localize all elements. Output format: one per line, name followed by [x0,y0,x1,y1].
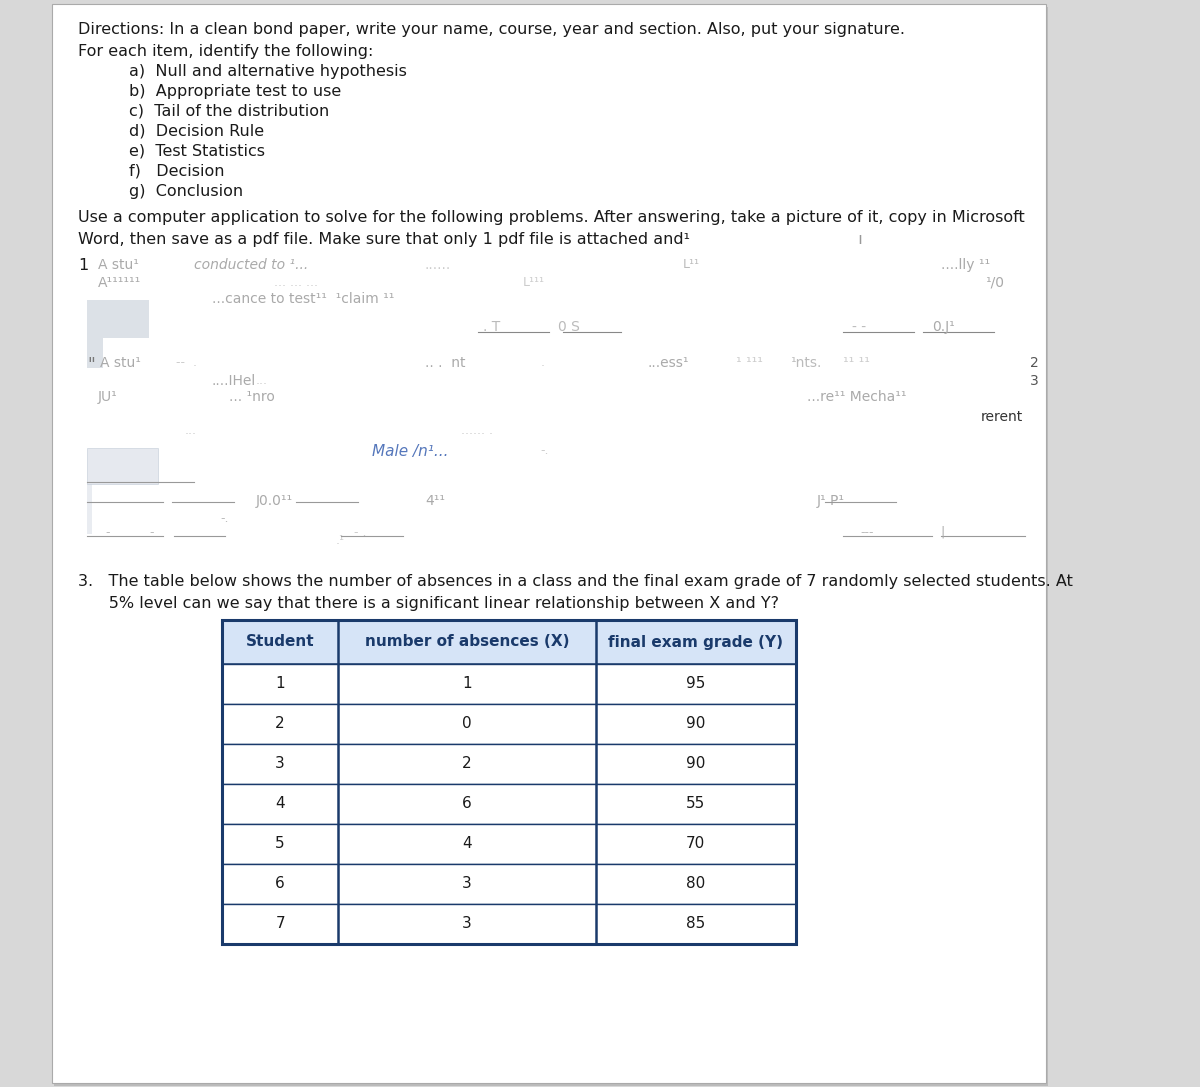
Text: J¹ P¹: J¹ P¹ [816,493,844,508]
Text: conducted to ¹...: conducted to ¹... [194,258,308,272]
Text: ....IHel: ....IHel [211,374,256,388]
Text: 3: 3 [462,876,472,891]
Text: ¹nts.: ¹nts. [790,357,821,370]
Text: 3: 3 [462,916,472,932]
Text: ... ... ...: ... ... ... [274,276,318,289]
Text: 85: 85 [686,916,706,932]
Text: .: . [540,357,545,368]
Bar [222,664,796,704]
Text: b)  Appropriate test to use: b) Appropriate test to use [128,84,341,99]
Text: 80: 80 [686,876,706,891]
Text: 6: 6 [275,876,284,891]
Text: .¹: .¹ [336,534,346,547]
Text: 0.J¹: 0.J¹ [931,320,954,334]
Text: c)  Tail of the distribution: c) Tail of the distribution [128,104,329,118]
Text: 1: 1 [275,676,284,691]
Bar [88,484,92,534]
Text: JU¹: JU¹ [98,390,118,404]
Text: -.: -. [540,443,550,457]
Bar [222,904,796,944]
Text: f)   Decision: f) Decision [128,164,224,179]
Text: A stu¹: A stu¹ [98,258,139,272]
Bar [222,784,796,824]
Text: g)  Conclusion: g) Conclusion [128,184,244,199]
Text: ...: ... [256,374,268,387]
Bar [222,744,796,784]
Text: - -: - - [852,320,866,334]
Text: 6: 6 [462,797,472,812]
Text: ¹ ¹¹¹: ¹ ¹¹¹ [736,357,763,370]
Bar [88,300,149,338]
Text: 4: 4 [275,797,284,812]
Text: ı: ı [808,232,863,247]
Bar [222,620,796,944]
Text: d)  Decision Rule: d) Decision Rule [128,124,264,139]
Text: 0: 0 [462,716,472,732]
Text: ...ess¹: ...ess¹ [647,357,689,370]
Text: 4: 4 [462,837,472,851]
Text: 1: 1 [78,258,89,273]
Text: a)  Null and alternative hypothesis: a) Null and alternative hypothesis [128,64,407,79]
Text: ... ¹nro: ... ¹nro [229,390,275,404]
Text: ": " [88,357,95,374]
Text: 3.   The table below shows the number of absences in a class and the final exam : 3. The table below shows the number of a… [78,574,1073,589]
Text: 55: 55 [686,797,706,812]
Text: Use a computer application to solve for the following problems. After answering,: Use a computer application to solve for … [78,210,1025,225]
Text: . T: . T [482,320,500,334]
Text: ......: ...... [425,258,451,272]
Text: 90: 90 [686,757,706,772]
Text: rerent: rerent [980,410,1022,424]
Text: ...: ... [185,424,197,437]
Text: 5% level can we say that there is a significant linear relationship between X an: 5% level can we say that there is a sign… [78,596,779,611]
Text: L¹¹: L¹¹ [683,258,700,271]
Text: final exam grade (Y): final exam grade (Y) [608,635,784,650]
Text: ....lly ¹¹: ....lly ¹¹ [941,258,990,272]
Text: Directions: In a clean bond paper, write your name, course, year and section. Al: Directions: In a clean bond paper, write… [78,22,905,37]
Text: ...... .: ...... . [461,424,492,437]
Text: 4¹¹: 4¹¹ [425,493,445,508]
Bar [88,338,103,368]
Text: e)  Test Statistics: e) Test Statistics [128,143,265,159]
Text: 7: 7 [275,916,284,932]
Text: 0 S: 0 S [558,320,581,334]
Text: -.: -. [221,512,229,525]
Text: ¹¹ ¹¹: ¹¹ ¹¹ [842,357,870,370]
Bar [88,448,158,484]
Text: A stu¹: A stu¹ [101,357,142,370]
Text: A¹¹¹¹¹¹: A¹¹¹¹¹¹ [98,276,142,290]
Text: 70: 70 [686,837,706,851]
Text: For each item, identify the following:: For each item, identify the following: [78,43,373,59]
Text: 3: 3 [275,757,284,772]
Text: ¹/0: ¹/0 [985,276,1004,290]
Text: 1: 1 [462,676,472,691]
Text: .. .  nt: .. . nt [425,357,466,370]
Text: 2: 2 [1030,357,1038,370]
Text: 95: 95 [686,676,706,691]
Bar [222,864,796,904]
Text: J0.0¹¹: J0.0¹¹ [256,493,293,508]
Text: Male /n¹...: Male /n¹... [372,443,448,459]
Text: --  .: -- . [176,357,197,368]
Text: 2: 2 [275,716,284,732]
Text: number of absences (X): number of absences (X) [365,635,569,650]
Text: Word, then save as a pdf file. Make sure that only 1 pdf file is attached and¹: Word, then save as a pdf file. Make sure… [78,232,690,247]
Bar [222,824,796,864]
Bar [222,704,796,744]
Text: 90: 90 [686,716,706,732]
Text: L¹¹¹: L¹¹¹ [523,276,545,289]
Text: |: | [941,526,944,539]
Bar [222,620,796,664]
Text: - .: - . [354,526,366,539]
Text: -: - [149,526,154,539]
Text: ...re¹¹ Mecha¹¹: ...re¹¹ Mecha¹¹ [808,390,907,404]
Text: Student: Student [246,635,314,650]
Text: -: - [104,526,109,539]
Text: 3: 3 [1030,374,1038,388]
Text: ---: --- [860,526,874,539]
Text: 2: 2 [462,757,472,772]
Text: 5: 5 [275,837,284,851]
Text: ...cance to test¹¹  ¹claim ¹¹: ...cance to test¹¹ ¹claim ¹¹ [211,292,394,307]
